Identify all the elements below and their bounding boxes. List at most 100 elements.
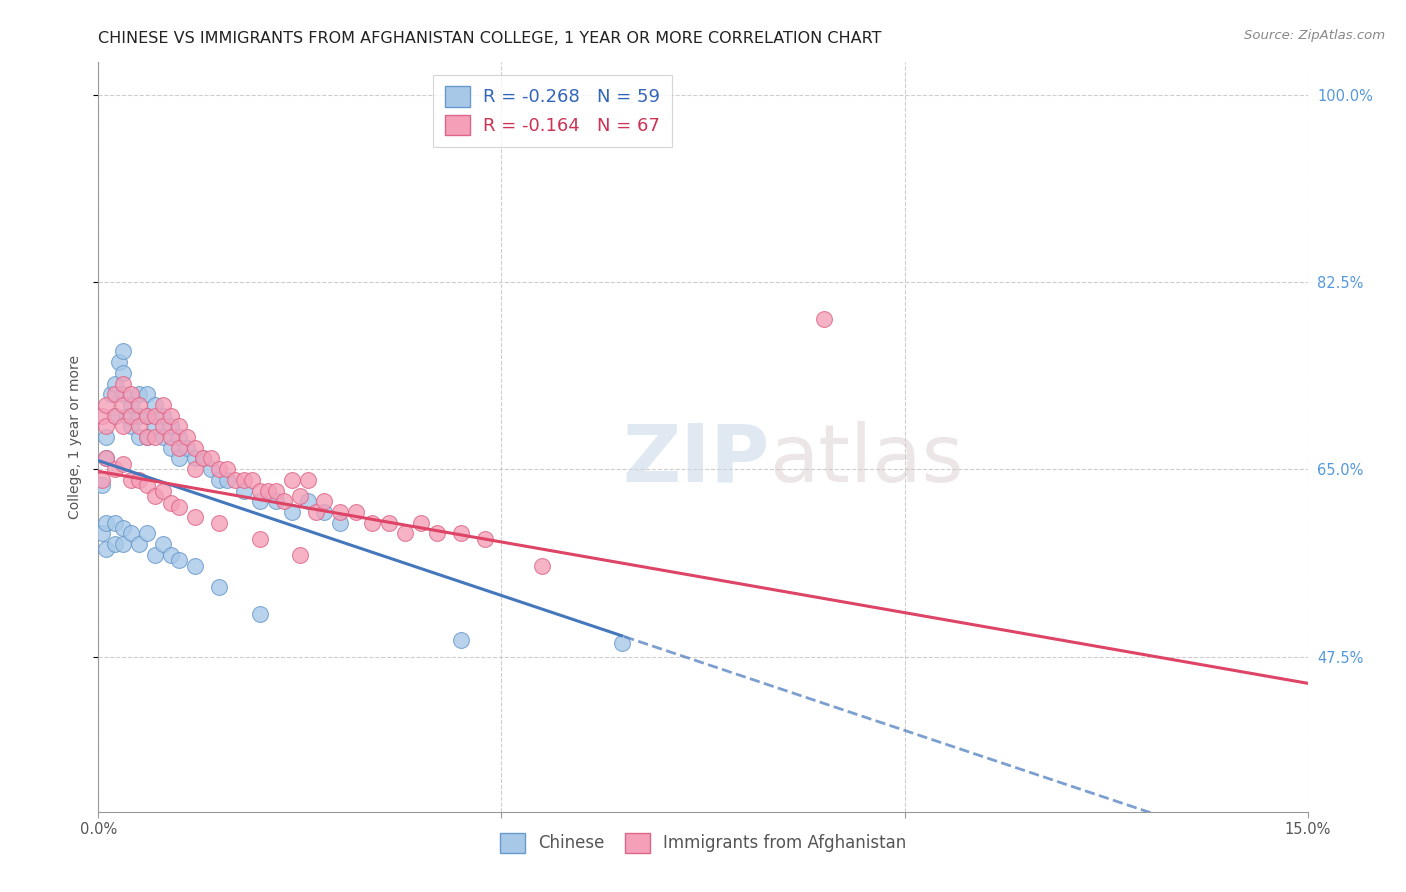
Point [128,398,150,412]
Point [96,451,118,466]
Point [474,532,496,546]
Text: CHINESE VS IMMIGRANTS FROM AFGHANISTAN COLLEGE, 1 YEAR OR MORE CORRELATION CHART: CHINESE VS IMMIGRANTS FROM AFGHANISTAN C… [98,31,882,46]
Point [160,548,183,562]
Point [143,430,166,444]
Point [160,419,183,434]
Point [273,494,295,508]
Point [217,462,239,476]
Point [232,473,254,487]
Point [135,526,157,541]
Point [91,409,114,423]
Point [103,537,125,551]
Point [450,526,472,541]
Point [314,494,336,508]
Point [200,451,222,466]
Point [103,387,125,401]
Point [111,376,134,391]
Point [249,607,271,621]
Point [329,516,352,530]
Point [224,473,246,487]
Point [111,398,134,412]
Point [264,483,287,498]
Point [217,473,239,487]
Text: Source: ZipAtlas.com: Source: ZipAtlas.com [1244,29,1385,42]
Point [281,505,304,519]
Point [281,473,304,487]
Point [167,441,190,455]
Point [167,553,190,567]
Point [288,489,311,503]
Point [103,376,125,391]
Point [120,398,142,412]
Point [361,516,384,530]
Point [111,457,134,471]
Point [152,409,174,423]
Point [96,542,118,557]
Point [160,430,183,444]
Point [167,419,190,434]
Point [111,537,134,551]
Point [111,419,134,434]
Point [96,516,118,530]
Point [176,441,198,455]
Point [143,419,166,434]
Legend: Chinese, Immigrants from Afghanistan: Chinese, Immigrants from Afghanistan [494,826,912,860]
Point [128,419,150,434]
Point [128,537,150,551]
Point [184,462,207,476]
Point [143,398,166,412]
Y-axis label: College, 1 year or more: College, 1 year or more [69,355,83,519]
Point [152,483,174,498]
Point [143,409,166,423]
Point [264,494,287,508]
Point [193,451,215,466]
Point [91,526,114,541]
Point [249,494,271,508]
Point [96,451,118,466]
Point [152,430,174,444]
Point [160,409,183,423]
Point [135,409,157,423]
Point [120,473,142,487]
Point [100,387,122,401]
Point [813,312,835,326]
Point [530,558,553,573]
Point [193,451,215,466]
Point [96,419,118,434]
Point [135,387,157,401]
Point [152,537,174,551]
Point [208,580,231,594]
Point [176,430,198,444]
Point [232,483,254,498]
Point [394,526,416,541]
Point [377,516,399,530]
Point [152,398,174,412]
Point [91,478,114,492]
Point [111,366,134,380]
Point [135,430,157,444]
Point [184,558,207,573]
Point [208,462,231,476]
Point [120,419,142,434]
Text: ZIP: ZIP [623,420,769,499]
Point [297,473,319,487]
Point [184,451,207,466]
Point [107,355,129,369]
Point [160,496,183,510]
Point [128,387,150,401]
Point [200,462,222,476]
Point [305,505,328,519]
Point [135,430,157,444]
Point [208,516,231,530]
Point [256,483,278,498]
Point [103,516,125,530]
Text: atlas: atlas [769,420,965,499]
Point [103,409,125,423]
Point [143,489,166,503]
Point [426,526,449,541]
Point [96,430,118,444]
Point [111,344,134,359]
Point [167,500,190,514]
Point [152,419,174,434]
Point [128,430,150,444]
